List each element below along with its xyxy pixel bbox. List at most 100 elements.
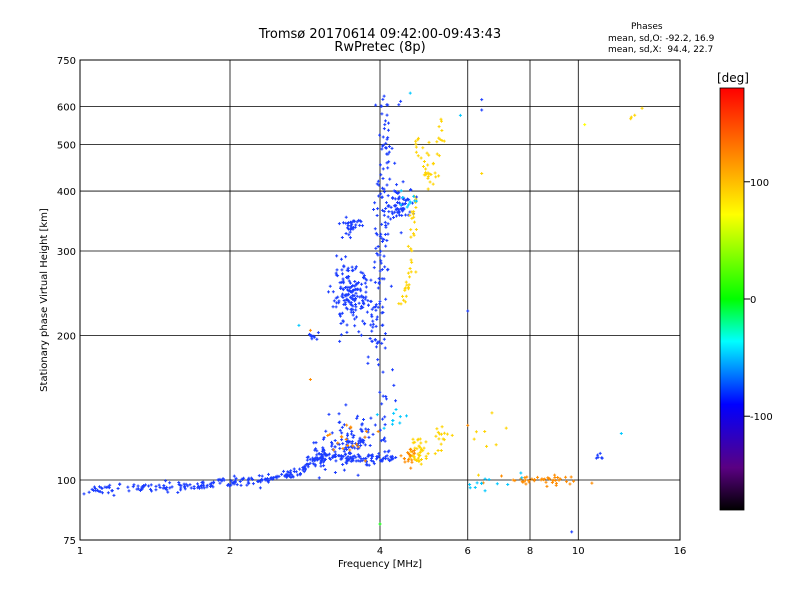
data-point bbox=[380, 277, 384, 281]
data-point bbox=[342, 468, 346, 472]
data-point bbox=[410, 249, 414, 253]
data-point bbox=[372, 305, 376, 309]
data-point bbox=[524, 482, 528, 486]
data-point bbox=[337, 312, 341, 316]
data-point bbox=[380, 186, 384, 190]
data-point bbox=[373, 338, 377, 342]
data-point bbox=[218, 481, 222, 485]
data-point bbox=[338, 428, 342, 432]
data-point bbox=[362, 275, 366, 279]
data-point bbox=[361, 319, 365, 323]
data-point bbox=[275, 476, 279, 480]
data-point bbox=[340, 431, 344, 435]
data-point bbox=[416, 452, 420, 456]
data-point bbox=[536, 475, 540, 479]
data-point bbox=[333, 450, 337, 454]
data-point bbox=[371, 432, 375, 436]
data-point bbox=[394, 214, 398, 218]
data-point bbox=[393, 204, 397, 208]
data-point bbox=[344, 403, 348, 407]
data-point bbox=[379, 259, 383, 263]
data-point bbox=[384, 244, 388, 248]
data-point bbox=[544, 480, 548, 484]
data-point bbox=[382, 209, 386, 213]
data-point bbox=[189, 486, 193, 490]
data-point bbox=[139, 488, 143, 492]
data-point bbox=[315, 449, 319, 453]
data-point bbox=[260, 474, 264, 478]
data-point bbox=[355, 442, 359, 446]
data-point bbox=[340, 435, 344, 439]
data-point bbox=[402, 298, 406, 302]
data-point bbox=[341, 442, 345, 446]
data-point bbox=[391, 196, 395, 200]
data-point bbox=[383, 233, 387, 237]
data-point bbox=[375, 214, 379, 218]
data-point bbox=[523, 478, 527, 482]
data-point bbox=[357, 301, 361, 305]
data-point bbox=[371, 325, 375, 329]
data-point bbox=[381, 97, 385, 101]
data-point bbox=[406, 197, 410, 201]
data-point bbox=[422, 160, 426, 164]
data-point bbox=[357, 218, 361, 222]
data-point bbox=[183, 487, 187, 491]
data-point bbox=[419, 462, 423, 466]
data-point bbox=[354, 302, 358, 306]
data-point bbox=[490, 411, 494, 415]
phase-stats-o: mean, sd,O: -92.2, 16.9 bbox=[608, 34, 715, 44]
data-point bbox=[312, 334, 316, 338]
data-point bbox=[382, 127, 386, 131]
data-point bbox=[397, 103, 401, 107]
data-point bbox=[472, 437, 476, 441]
data-point bbox=[413, 446, 417, 450]
data-point bbox=[348, 281, 352, 285]
data-point bbox=[439, 442, 443, 446]
data-point bbox=[387, 150, 391, 154]
data-point bbox=[315, 337, 319, 341]
data-point bbox=[346, 222, 350, 226]
data-point bbox=[331, 455, 335, 459]
data-point bbox=[380, 239, 384, 243]
data-point bbox=[263, 478, 267, 482]
data-point bbox=[389, 455, 393, 459]
data-point bbox=[386, 152, 390, 156]
data-point bbox=[308, 457, 312, 461]
data-point bbox=[437, 154, 441, 158]
data-point bbox=[389, 284, 393, 288]
data-point bbox=[259, 480, 263, 484]
data-point bbox=[494, 443, 498, 447]
data-point bbox=[414, 145, 418, 149]
data-point bbox=[382, 337, 386, 341]
data-point bbox=[386, 103, 390, 107]
data-point bbox=[418, 437, 422, 441]
data-point bbox=[377, 194, 381, 198]
data-point bbox=[375, 252, 379, 256]
data-point bbox=[324, 453, 328, 457]
data-point bbox=[412, 448, 416, 452]
data-point bbox=[380, 341, 384, 345]
data-point bbox=[590, 481, 594, 485]
data-point bbox=[356, 414, 360, 418]
data-point bbox=[473, 486, 477, 490]
data-point bbox=[164, 479, 168, 483]
data-point bbox=[347, 279, 351, 283]
data-point bbox=[600, 456, 604, 460]
data-point bbox=[391, 419, 395, 422]
data-point bbox=[411, 212, 415, 216]
data-point bbox=[376, 179, 380, 183]
data-point bbox=[387, 121, 391, 125]
data-point bbox=[186, 484, 190, 488]
y-tick-label: 600 bbox=[57, 103, 76, 114]
data-point bbox=[205, 485, 209, 489]
data-point bbox=[369, 459, 373, 463]
data-point bbox=[354, 223, 358, 227]
data-point bbox=[373, 260, 377, 264]
data-point bbox=[399, 203, 403, 207]
data-point bbox=[376, 358, 380, 362]
data-point bbox=[343, 301, 347, 305]
data-point bbox=[339, 322, 343, 326]
data-point bbox=[259, 478, 263, 482]
data-point bbox=[356, 453, 360, 457]
data-point bbox=[437, 437, 441, 441]
